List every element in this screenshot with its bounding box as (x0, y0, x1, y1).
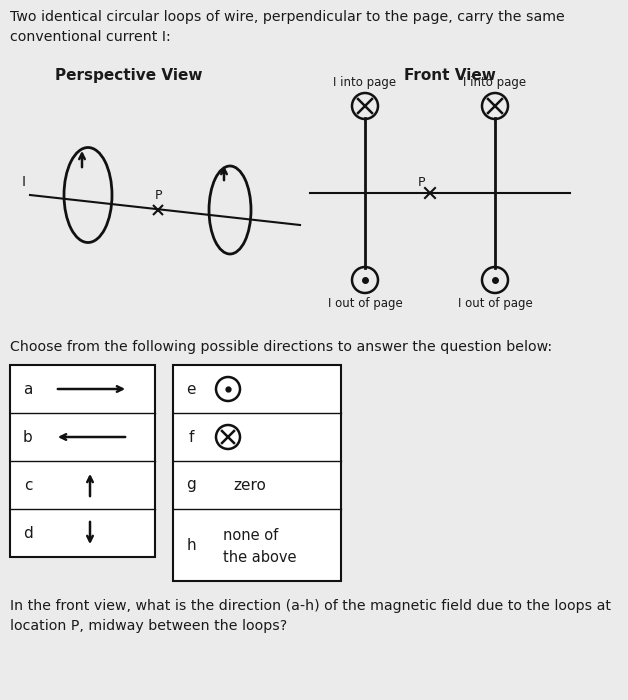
Text: I out of page: I out of page (458, 297, 533, 310)
Text: c: c (24, 477, 32, 493)
Text: Choose from the following possible directions to answer the question below:: Choose from the following possible direc… (10, 340, 552, 354)
Text: I into page: I into page (333, 76, 396, 89)
Text: location P, midway between the loops?: location P, midway between the loops? (10, 619, 287, 633)
Text: Perspective View: Perspective View (55, 68, 202, 83)
Text: zero: zero (233, 477, 266, 493)
Text: I out of page: I out of page (328, 297, 403, 310)
Text: Two identical circular loops of wire, perpendicular to the page, carry the same: Two identical circular loops of wire, pe… (10, 10, 565, 24)
Text: conventional current I:: conventional current I: (10, 30, 171, 44)
Text: P: P (154, 189, 162, 202)
Text: b: b (23, 430, 33, 444)
Bar (10, 365, 155, 557)
Text: P: P (418, 176, 425, 189)
Text: f: f (188, 430, 193, 444)
Text: e: e (187, 382, 196, 396)
Text: g: g (186, 477, 196, 493)
Text: the above: the above (223, 550, 296, 564)
Text: d: d (23, 526, 33, 540)
Text: In the front view, what is the direction (a-h) of the magnetic field due to the : In the front view, what is the direction… (10, 599, 611, 613)
Text: Front View: Front View (404, 68, 496, 83)
Text: I into page: I into page (463, 76, 526, 89)
Bar (173, 365, 341, 581)
Text: a: a (23, 382, 33, 396)
Text: h: h (186, 538, 196, 552)
Text: none of: none of (223, 528, 278, 542)
Text: I: I (22, 175, 26, 189)
